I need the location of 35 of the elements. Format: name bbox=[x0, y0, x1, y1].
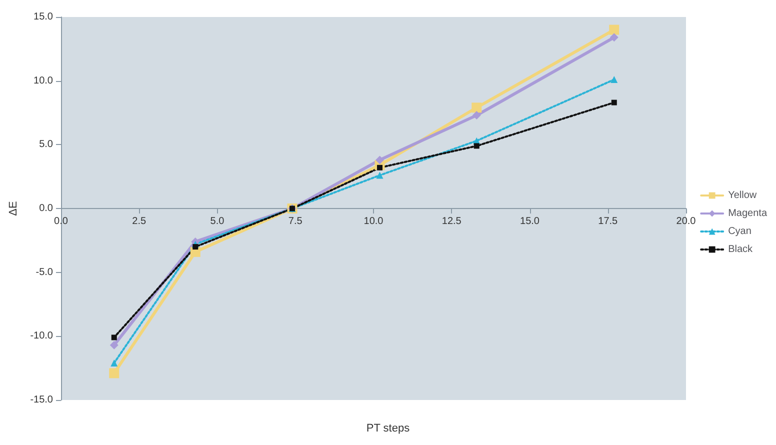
point bbox=[610, 76, 618, 84]
x-tick-label: 5.0 bbox=[210, 216, 225, 227]
point bbox=[192, 244, 198, 250]
point bbox=[109, 368, 120, 378]
point bbox=[609, 24, 620, 35]
point bbox=[474, 143, 480, 149]
legend-label: Black bbox=[728, 244, 754, 255]
y-axis-title: ΔE bbox=[8, 201, 20, 216]
y-tick-label: 10.0 bbox=[34, 75, 54, 86]
point bbox=[472, 102, 482, 113]
y-tick-label: 0.0 bbox=[39, 203, 54, 214]
point bbox=[110, 359, 118, 366]
x-tick-label: 15.0 bbox=[520, 216, 540, 227]
point bbox=[610, 33, 618, 42]
x-tick-label: 20.0 bbox=[676, 216, 696, 227]
point bbox=[111, 334, 117, 340]
y-tick-label: -10.0 bbox=[30, 330, 54, 342]
legend-label: Yellow bbox=[728, 190, 758, 201]
x-tick-label: 17.5 bbox=[598, 216, 618, 227]
point bbox=[472, 111, 481, 120]
point bbox=[611, 100, 617, 106]
legend-label: Magenta bbox=[728, 208, 768, 219]
y-tick-label: 15.0 bbox=[34, 12, 54, 22]
legend-label: Cyan bbox=[728, 226, 752, 237]
x-tick-label: 10.0 bbox=[364, 216, 384, 227]
x-tick-label: 2.5 bbox=[132, 216, 147, 227]
y-tick-label: -15.0 bbox=[30, 394, 54, 406]
y-tick-label: 5.0 bbox=[39, 139, 54, 150]
x-tick-label: 12.5 bbox=[442, 216, 462, 227]
point bbox=[110, 340, 118, 350]
y-tick-label: -5.0 bbox=[36, 266, 54, 278]
point bbox=[376, 156, 384, 164]
x-tick-label: 7.5 bbox=[288, 216, 303, 227]
x-axis-title: PT steps bbox=[366, 422, 410, 434]
point bbox=[376, 172, 384, 179]
